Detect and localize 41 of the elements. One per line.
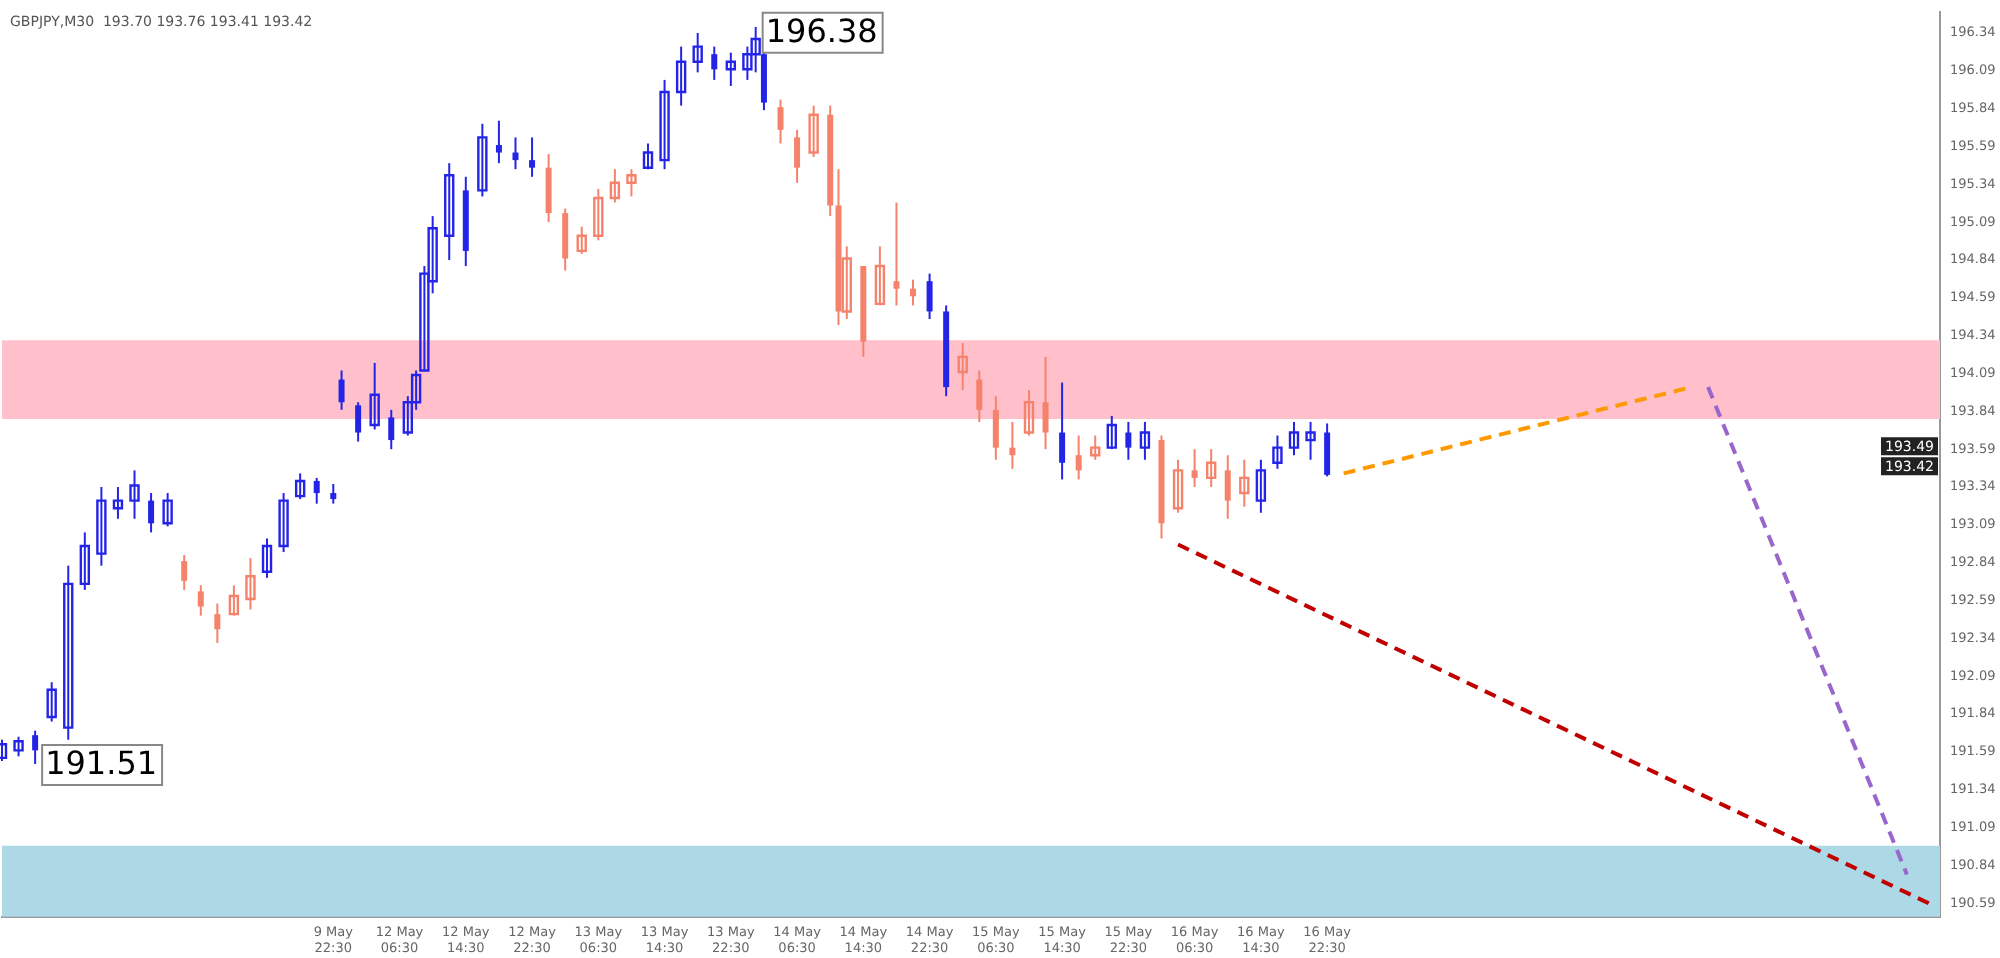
candlestick bbox=[278, 492, 289, 554]
candlestick bbox=[369, 361, 380, 431]
annotation: 196.38 bbox=[765, 12, 878, 51]
candlestick bbox=[1106, 414, 1117, 451]
candlestick bbox=[294, 472, 306, 501]
candlestick bbox=[63, 564, 74, 741]
candlestick bbox=[444, 162, 455, 261]
candlestick bbox=[576, 225, 587, 255]
candlestick bbox=[1205, 448, 1217, 488]
candlestick bbox=[112, 486, 124, 520]
candlestick bbox=[162, 492, 173, 528]
candlestick bbox=[957, 342, 968, 392]
candlestick bbox=[874, 245, 886, 307]
candlestick bbox=[79, 531, 91, 591]
candlestick bbox=[129, 469, 140, 520]
candlestick bbox=[808, 104, 819, 159]
candlestick bbox=[1090, 434, 1101, 461]
candlestick bbox=[245, 557, 256, 611]
candlestick bbox=[659, 78, 670, 171]
candlestick bbox=[1239, 458, 1250, 508]
candlestick bbox=[1139, 420, 1151, 461]
candlestick bbox=[626, 168, 637, 198]
candlestick bbox=[675, 45, 687, 107]
candlestick bbox=[1023, 389, 1035, 437]
candlestick bbox=[692, 31, 703, 74]
candlestick bbox=[642, 142, 654, 171]
candlestick bbox=[1172, 458, 1184, 514]
candlestick bbox=[477, 122, 488, 198]
candlestick bbox=[725, 51, 737, 87]
candlestick bbox=[228, 584, 240, 617]
candlestick bbox=[1305, 420, 1316, 461]
candlestick bbox=[46, 681, 57, 723]
candlestick bbox=[1255, 458, 1267, 514]
candlestick bbox=[96, 486, 107, 567]
candlestick bbox=[593, 187, 604, 242]
annotation: 191.51 bbox=[45, 744, 158, 783]
candlestick bbox=[13, 735, 24, 758]
candlestick bbox=[609, 168, 621, 204]
candlestick bbox=[1272, 434, 1283, 470]
candlestick bbox=[1288, 420, 1300, 457]
candlestick bbox=[261, 537, 273, 579]
